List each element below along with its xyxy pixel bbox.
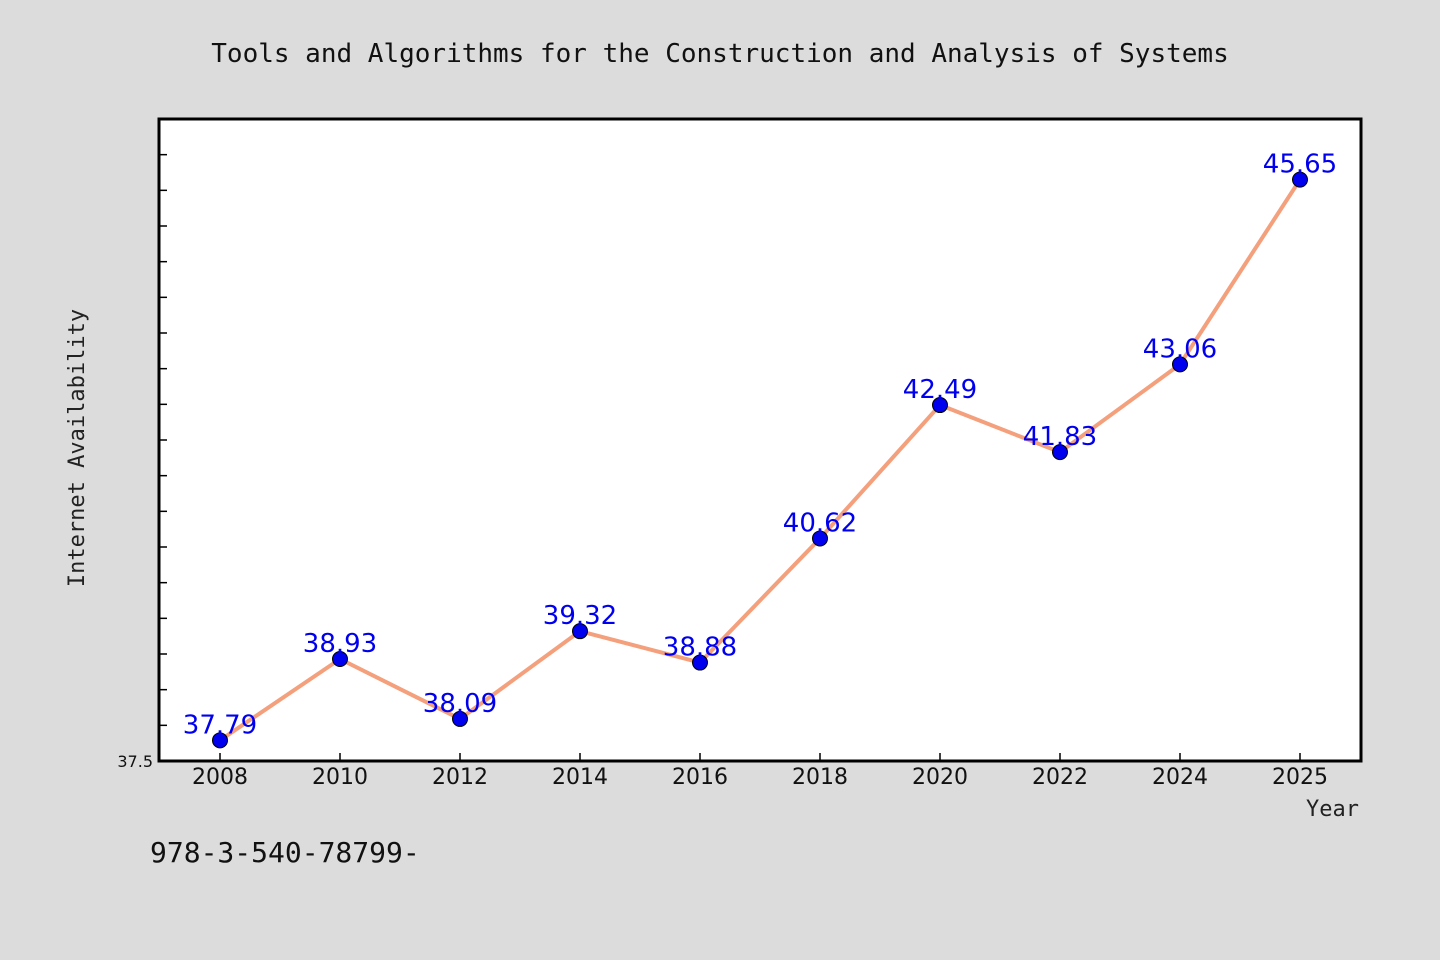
x-tick-label: 2018: [792, 765, 848, 790]
data-point: [812, 530, 828, 547]
data-point: [332, 650, 348, 667]
data-point: [452, 710, 468, 727]
data-label: 41.83: [1023, 422, 1097, 452]
chart-title: Tools and Algorithms for the Constructio…: [211, 39, 1228, 69]
data-label: 43.06: [1143, 334, 1217, 364]
data-label: 38.88: [663, 633, 737, 663]
plot-area: [157, 117, 1363, 763]
series-line: [218, 178, 1302, 742]
x-tick-label: 2010: [312, 765, 368, 790]
x-tick-label: 2024: [1152, 765, 1208, 790]
data-point: [1172, 356, 1188, 373]
x-tick-label: 2008: [192, 765, 248, 790]
x-tick-label: 2025: [1272, 765, 1328, 790]
data-label: 38.09: [423, 689, 497, 719]
data-label: 45.65: [1263, 150, 1337, 180]
data-point: [1292, 171, 1308, 188]
data-labels: 37.79 38.93 38.09 39.32 38.88 40.62 42.49 41.83…: [183, 150, 1337, 741]
data-label: 37.79: [183, 710, 257, 740]
data-point: [212, 732, 228, 749]
y-axis-label: Internet Availability: [65, 309, 90, 587]
data-point: [932, 397, 948, 414]
data-label: 40.62: [783, 508, 857, 538]
x-tick-label: 2016: [672, 765, 728, 790]
footnote: 978-3-540-78799-: [150, 836, 420, 869]
series-group: [212, 171, 1308, 749]
y-axis-ticks: 37.5: [117, 118, 167, 771]
x-tick-label: 2014: [552, 765, 608, 790]
x-tick-label: 2012: [432, 765, 488, 790]
data-point: [1052, 444, 1068, 461]
x-tick-label: 2022: [1032, 765, 1088, 790]
data-point: [572, 623, 588, 640]
y-tick-label: 37.5: [117, 752, 153, 771]
data-point: [692, 654, 708, 671]
x-axis-label: Year: [1306, 797, 1359, 822]
data-label: 42.49: [903, 375, 977, 405]
x-axis-ticks: 2008 2010 2012 2014 2016 2018 2020 2022 2024 2025: [192, 753, 1328, 790]
x-tick-label: 2020: [912, 765, 968, 790]
data-label: 39.32: [543, 601, 617, 631]
data-label: 38.93: [303, 629, 377, 659]
